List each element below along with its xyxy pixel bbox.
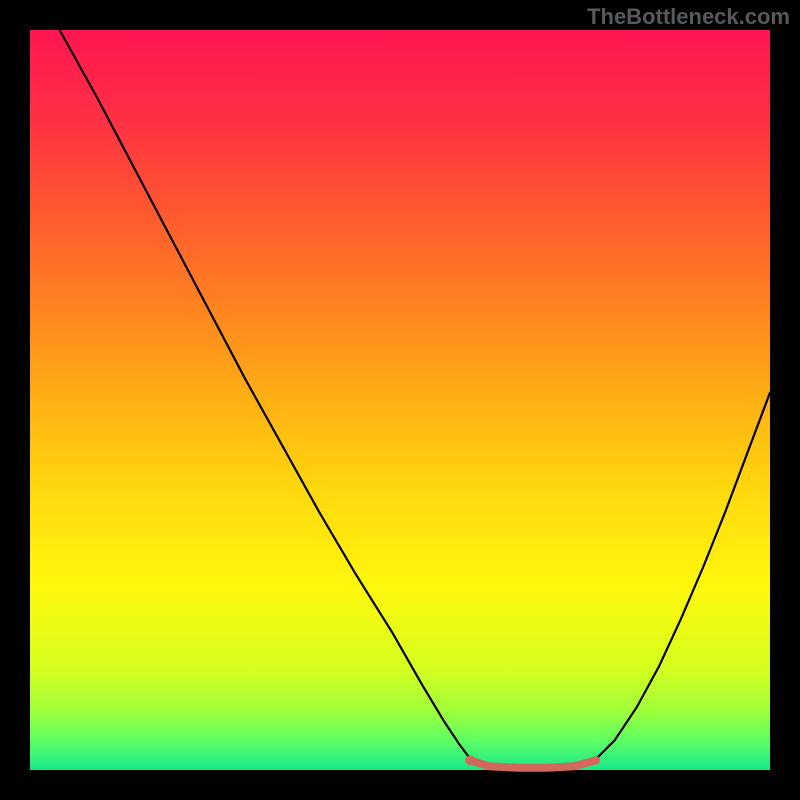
chart-background xyxy=(30,30,770,770)
chart-container: TheBottleneck.com xyxy=(0,0,800,800)
optimal-marker xyxy=(465,755,475,765)
bottleneck-chart xyxy=(0,0,800,800)
watermark-label: TheBottleneck.com xyxy=(587,4,790,30)
